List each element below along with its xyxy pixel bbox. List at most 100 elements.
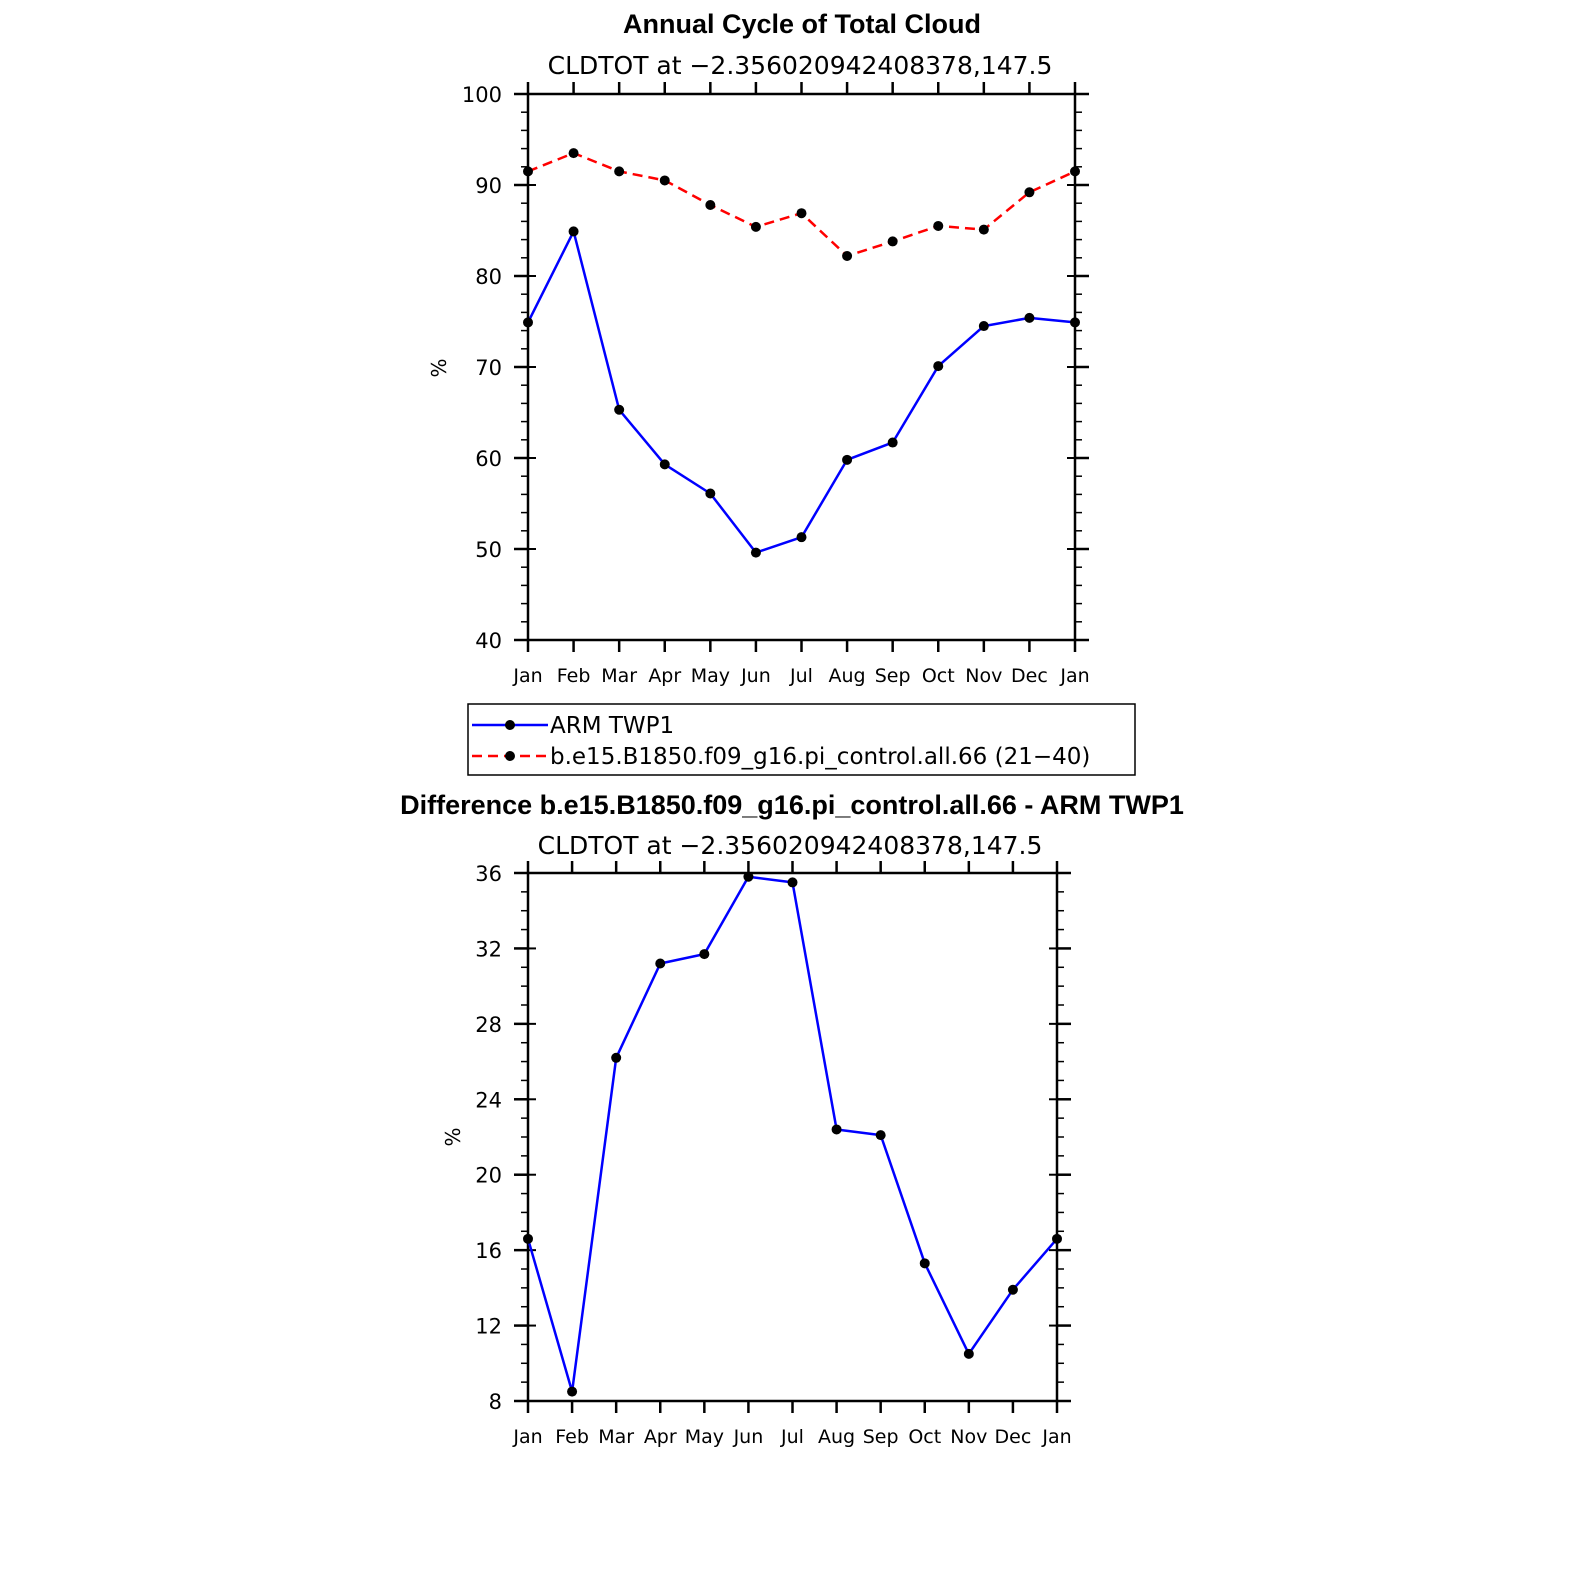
chart1-series-0-point: [659, 459, 670, 470]
chart1-xtick-label: Jun: [740, 665, 771, 687]
chart1-ytick-label: 90: [475, 174, 502, 198]
chart1-xtick-label: May: [691, 665, 730, 687]
chart2-xtick-label: Oct: [908, 1426, 941, 1448]
chart1-series-line-0: [526, 230, 1076, 554]
chart1-ytick-label: 40: [475, 629, 502, 653]
chart2-series-0-point: [1007, 1284, 1018, 1295]
chart1-series-1-point: [933, 220, 944, 231]
chart1-xtick-label: Jan: [1059, 665, 1089, 687]
chart1-series-1-point: [659, 175, 670, 186]
chart1-xtick-label: Apr: [648, 665, 681, 687]
chart2-ytick-label: 16: [475, 1239, 502, 1263]
chart1-series-1-point: [523, 166, 533, 177]
chart2-ytick-label: 36: [475, 862, 502, 886]
annual-cycle-chart: Annual Cycle of Total Cloud CLDTOT at −2…: [427, 9, 1090, 687]
chart1-series-0-point: [705, 488, 716, 499]
chart2-xtick-label: Jan: [512, 1426, 542, 1448]
chart1-ytick-label: 80: [475, 265, 502, 289]
chart1-series-0-point: [523, 317, 533, 328]
chart2-ytick-label: 28: [475, 1013, 502, 1037]
chart2-xtick-label: Dec: [995, 1426, 1032, 1448]
legend-marker-model: [505, 751, 515, 761]
chart1-series-0-point: [568, 226, 579, 237]
chart2-series-0-point: [919, 1258, 930, 1269]
chart1-series-1-point: [705, 200, 716, 211]
chart1-series-0-point: [1070, 317, 1080, 328]
chart1-ytick-label: 60: [475, 447, 502, 471]
chart1-axes: 40 50 60 70 80 90 100 Jan Feb Mar Apr May Jun Jul Aug S…: [462, 82, 1090, 687]
chart1-series-0-point: [796, 532, 807, 543]
legend-marker-arm: [505, 720, 515, 730]
chart2-series-0-point: [963, 1348, 974, 1359]
chart1-xtick-label: Aug: [829, 665, 866, 687]
chart1-xtick-label: Jan: [512, 665, 542, 687]
chart1-series-0-point: [933, 361, 944, 372]
chart1-title: Annual Cycle of Total Cloud: [623, 9, 981, 39]
chart2-ytick-label: 12: [475, 1315, 502, 1339]
chart2-xtick-label: Feb: [555, 1426, 589, 1448]
chart2-xtick-label: Jun: [733, 1426, 764, 1448]
chart1-xtick-label: Feb: [557, 665, 591, 687]
legend-box: [467, 703, 1136, 776]
chart1-series-0-point: [750, 547, 761, 558]
chart2-xtick-label: Mar: [598, 1426, 634, 1448]
chart1-series-1-point: [1024, 187, 1035, 198]
chart1-series-0-point: [842, 454, 853, 465]
chart2-ytick-label: 32: [475, 937, 502, 961]
chart2-ytick-label: 20: [475, 1164, 502, 1188]
chart1-series-line-1: [527, 151, 1076, 258]
legend-label-arm: ARM TWP1: [550, 713, 674, 739]
chart1-series-1-point: [568, 148, 579, 159]
chart2-series-0-point: [655, 958, 666, 969]
chart2-xtick-label: Jul: [780, 1426, 804, 1448]
chart1-plot-frame: [526, 92, 1077, 642]
chart2-axes: 8 12 16 20 24 28 32 36 Jan Feb Mar Apr May Jun Jul Aug S…: [475, 861, 1072, 1448]
chart1-series-1-point: [796, 208, 807, 219]
chart1-series-1-point: [978, 224, 989, 235]
chart2-series: [523, 871, 1062, 1397]
chart1-series-1-point: [842, 250, 853, 261]
chart1-series-1-point: [614, 166, 625, 177]
chart2-series-0-point: [611, 1052, 622, 1063]
chart1-series-1-point: [750, 221, 761, 232]
chart2-series-0-point: [787, 877, 798, 888]
chart1-series-0-point: [887, 437, 898, 448]
chart1-ytick-label: 70: [475, 356, 502, 380]
chart2-series-0-point: [743, 871, 754, 882]
chart2-series-0-point: [831, 1124, 842, 1135]
legend: ARM TWP1 b.e15.B1850.f09_g16.pi_control.…: [467, 703, 1136, 776]
chart1-xtick-label: Jul: [789, 665, 813, 687]
chart2-ytick-label: 24: [475, 1088, 502, 1112]
chart2-series-0-point: [699, 949, 710, 960]
chart2-series-0-point: [1052, 1233, 1062, 1244]
chart1-series-0-point: [614, 404, 625, 415]
chart2-xtick-label: May: [685, 1426, 724, 1448]
chart1-series-1-point: [887, 236, 898, 247]
chart2-series-line-0: [526, 875, 1058, 1393]
chart1-xtick-label: Oct: [922, 665, 955, 687]
chart1-xtick-label: Mar: [601, 665, 637, 687]
chart1-xtick-label: Dec: [1011, 665, 1048, 687]
chart1-ytick-label: 50: [475, 538, 502, 562]
chart1-subtitle: CLDTOT at −2.356020942408378,147.5: [548, 51, 1053, 80]
chart2-y-axis-label: %: [441, 1127, 465, 1146]
chart1-ytick-label: 100: [462, 83, 502, 107]
chart2-series-0-point: [875, 1130, 886, 1141]
chart2-plot-frame: [526, 871, 1059, 1403]
chart1-series: [523, 148, 1080, 558]
legend-label-model: b.e15.B1850.f09_g16.pi_control.all.66 (2…: [550, 744, 1090, 770]
chart1-xtick-label: Sep: [875, 665, 911, 687]
chart1-series-0-point: [978, 321, 989, 332]
chart1-series-0-point: [1024, 312, 1035, 323]
chart1-y-axis-label: %: [427, 358, 451, 377]
chart1-xtick-label: Nov: [965, 665, 1002, 687]
chart1-series-1-point: [1070, 166, 1080, 177]
chart2-xtick-label: Jan: [1041, 1426, 1071, 1448]
chart2-xtick-label: Aug: [818, 1426, 855, 1448]
chart2-ytick-label: 8: [489, 1390, 502, 1414]
chart2-xtick-label: Nov: [950, 1426, 987, 1448]
chart2-xtick-label: Apr: [644, 1426, 677, 1448]
chart2-series-0-point: [567, 1386, 578, 1397]
chart2-series-0-point: [523, 1233, 533, 1244]
